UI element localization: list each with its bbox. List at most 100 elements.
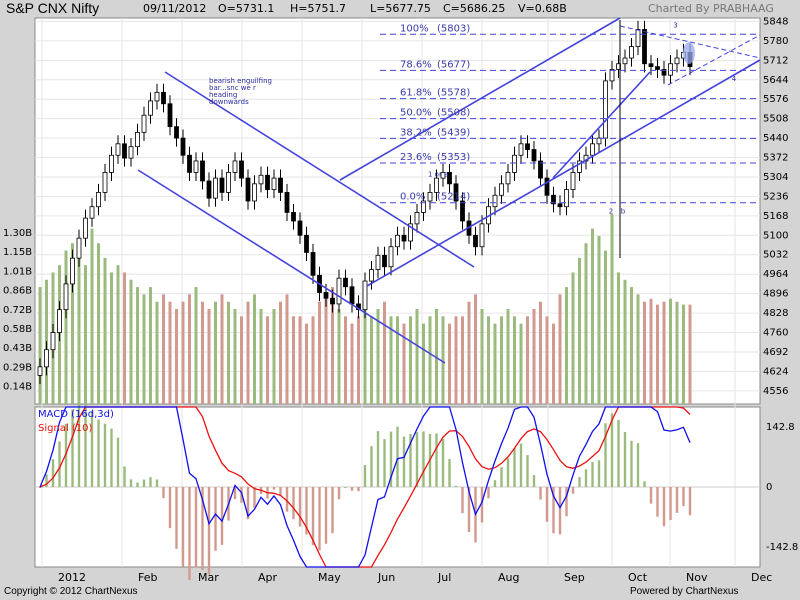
macd-histogram-bar [597, 460, 601, 487]
volume-bar [532, 309, 536, 404]
fib-level-label: 78.6% [400, 59, 432, 70]
macd-histogram-bar [623, 432, 627, 487]
volume-tick-label: 1.01B [3, 266, 32, 277]
volume-bar [682, 304, 685, 404]
candle-body [622, 57, 628, 65]
candle-body [369, 269, 374, 282]
macd-histogram-bar [272, 487, 276, 490]
month-tick-label: May [318, 571, 341, 584]
volume-bar [467, 301, 471, 404]
candle-body [135, 131, 140, 148]
volume-bar [630, 287, 633, 404]
volume-bar [110, 272, 113, 404]
candle-body [213, 177, 218, 199]
trendline-channel-lower [366, 59, 761, 287]
candle-body [603, 80, 608, 139]
macd-histogram-bar [103, 423, 107, 487]
volume-bar [298, 316, 302, 404]
macd-histogram-bar [350, 487, 354, 491]
copyright-text: Copyright © 2012 ChartNexus [4, 586, 138, 597]
volume-bar [240, 316, 243, 404]
macd-histogram-bar [285, 487, 289, 512]
candle-body [349, 286, 355, 305]
volume-bar [415, 309, 419, 404]
macd-histogram-bar [409, 434, 412, 487]
macd-histogram-bar [155, 479, 159, 487]
macd-histogram-bar [415, 432, 419, 487]
macd-histogram-bar [188, 487, 191, 580]
low-readout: L=5677.75 [370, 2, 431, 15]
price-tick-label: 4964 [763, 269, 788, 280]
macd-histogram-bar [578, 477, 581, 487]
volume-bar [266, 316, 269, 404]
fib-level-value: (5439) [437, 127, 470, 138]
macd-histogram-bar [617, 419, 620, 487]
macd-axis: 142.8 0 -142.8 [766, 422, 798, 553]
volume-bar [461, 316, 464, 404]
volume-bar [175, 309, 178, 404]
fib-level-label: 0.0% [400, 192, 425, 203]
macd-histogram-bar [467, 487, 471, 533]
volume-bar [259, 309, 263, 404]
macd-histogram-bar [181, 487, 185, 567]
stock-chart-canvas[interactable]: 100% (5803) 78.6% (5677) 61.8% (5578) 50.0% (55… [0, 0, 800, 586]
candle-body [648, 63, 654, 68]
fib-level-label: 100% [400, 23, 429, 34]
macd-histogram-bar [591, 461, 594, 487]
volume-bar [428, 316, 432, 404]
candle-body [193, 160, 199, 173]
candle-body [499, 183, 504, 196]
macd-histogram-bar [324, 487, 328, 544]
candle-body [148, 100, 153, 116]
macd-histogram-bar [298, 487, 302, 527]
candle-body [245, 177, 251, 202]
volume-bar [71, 243, 74, 404]
macd-histogram-bar [311, 487, 315, 546]
volume-bar [38, 287, 42, 404]
volume-bar [311, 316, 315, 404]
macd-histogram-bar [500, 467, 503, 487]
candle-body [57, 309, 62, 333]
volume-bar [220, 294, 224, 404]
macd-histogram-bar [376, 431, 380, 487]
candle-body [674, 57, 680, 65]
macd-histogram-bar [441, 439, 445, 487]
volume-bar [246, 301, 250, 404]
volume-bar [103, 257, 107, 404]
candle-body [661, 69, 667, 76]
volume-bar [77, 257, 81, 404]
volume-bar [389, 316, 393, 404]
macd-histogram-bar [545, 487, 549, 522]
month-tick-label: 2012 [58, 571, 86, 584]
volume-bar [97, 243, 100, 404]
candle-body [629, 46, 634, 59]
macd-histogram-bar [513, 448, 516, 487]
candle-body [291, 212, 296, 222]
month-tick-label: Sep [564, 571, 585, 584]
volume-tick-label: 1.15B [3, 247, 32, 258]
macd-histogram-bar [584, 469, 588, 487]
macd-histogram-bar [630, 440, 633, 487]
dashed-support-line [667, 34, 761, 86]
chart-annotation: 3 [673, 22, 677, 30]
macd-histogram-bar [344, 486, 347, 488]
price-tick-label: 4896 [763, 289, 788, 300]
price-tick-label: 5644 [763, 75, 788, 86]
volume-bar [500, 316, 503, 404]
volume-bar [662, 301, 666, 404]
macd-tick-label: 142.8 [766, 422, 795, 433]
chart-annotation: heading [209, 91, 237, 99]
candle-body [460, 200, 465, 222]
trendlines [137, 17, 761, 364]
macd-histogram-bar [402, 436, 406, 487]
candle-body [343, 277, 348, 288]
fib-level-value: (5803) [437, 23, 470, 34]
macd-legend: MACD (16d,3d) [38, 409, 114, 420]
candle-body [310, 252, 316, 276]
price-tick-label: 5372 [763, 153, 788, 164]
volume-readout: V=0.68B [518, 2, 567, 15]
macd-histogram-bar [77, 403, 81, 487]
candle-body [330, 297, 335, 305]
macd-histogram-bar [201, 487, 204, 571]
macd-histogram-bar [643, 481, 646, 487]
